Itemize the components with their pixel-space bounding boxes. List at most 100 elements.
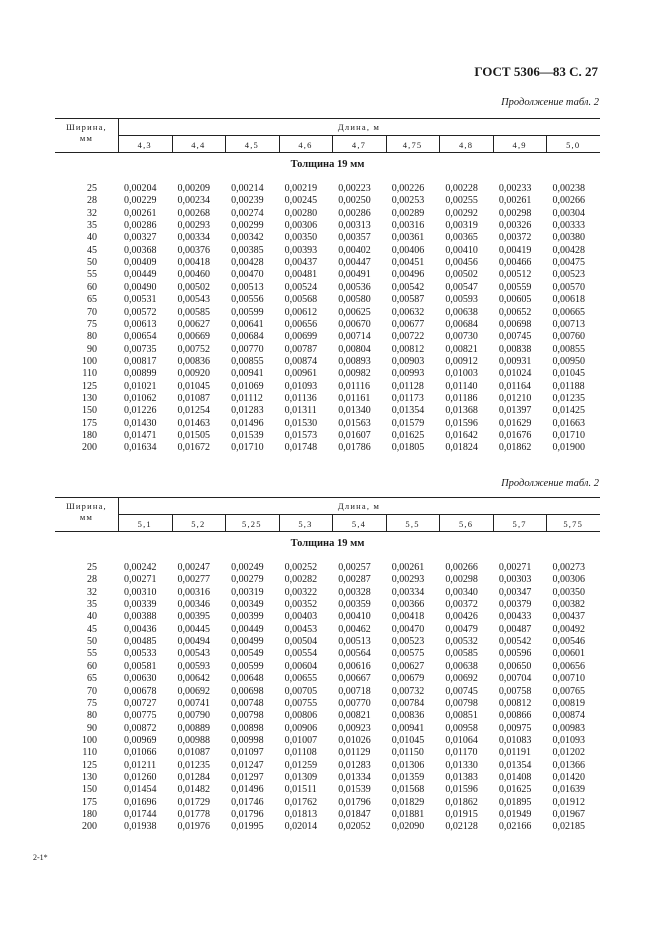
cell-value: 0,00969 (124, 734, 157, 746)
cell-value: 0,00618 (552, 294, 585, 306)
rule (225, 135, 226, 153)
column-header: 4,7 (351, 140, 367, 150)
cell-value: 0,00699 (284, 331, 318, 343)
cell-value: 0,00872 (124, 722, 157, 734)
cell-value: 0,00306 (284, 220, 318, 232)
cell-value: 0,00513 (231, 281, 264, 293)
cell-value: 0,00282 (284, 574, 318, 586)
cell-value: 0,01862 (498, 442, 532, 454)
cell-value: 0,02166 (498, 821, 532, 833)
column-header: 4,3 (137, 140, 152, 150)
cell-value: 0,00543 (177, 294, 211, 306)
cell-value: 0,01938 (124, 821, 157, 833)
cell-value: 0,01967 (552, 809, 585, 820)
cell-value: 0,01976 (177, 821, 211, 833)
cell-value: 0,00410 (338, 611, 371, 623)
row-width: 100 (82, 734, 97, 746)
cell-value: 0,01311 (284, 405, 317, 417)
rule (55, 497, 600, 498)
cell-value: 0,00368 (124, 244, 157, 256)
cell-value: 0,01829 (391, 796, 425, 808)
row-width: 65 (87, 294, 97, 306)
row-width: 50 (87, 636, 97, 648)
cell-value: 0,00585 (445, 648, 478, 660)
cell-value: 0,00656 (284, 318, 318, 330)
column-header: 4,9 (512, 140, 527, 150)
cell-value: 0,00334 (391, 586, 425, 598)
cell-value: 0,00491 (338, 269, 371, 281)
cell-value: 0,00492 (552, 623, 585, 635)
column-header: 5,25 (242, 519, 262, 529)
cell-value: 0,01511 (284, 784, 317, 796)
cell-value: 0,00838 (498, 343, 532, 355)
cell-value: 0,01824 (445, 442, 478, 454)
cell-value: 0,00718 (338, 685, 371, 697)
cell-value: 0,00812 (391, 343, 425, 355)
cell-value: 0,00670 (338, 318, 371, 330)
cell-value: 0,01129 (338, 747, 371, 759)
cell-value: 0,00409 (124, 257, 157, 269)
cell-value: 0,01097 (231, 747, 264, 759)
row-width: 25 (87, 562, 97, 573)
cell-value: 0,00402 (338, 244, 371, 256)
cell-value: 0,00898 (231, 722, 264, 734)
cell-value: 0,00462 (338, 623, 371, 635)
cell-value: 0,00572 (124, 306, 157, 318)
cell-value: 0,00669 (177, 331, 211, 343)
row-width: 55 (87, 648, 97, 660)
cell-value: 0,00698 (498, 318, 532, 330)
cell-value: 0,01425 (552, 405, 585, 417)
row-width: 90 (87, 343, 97, 355)
row-header: мм (79, 512, 94, 522)
cell-value: 0,00209 (177, 183, 211, 194)
cell-value: 0,00479 (445, 623, 478, 635)
cell-value: 0,00536 (338, 281, 371, 293)
row-width: 32 (87, 207, 97, 219)
cell-value: 0,01334 (338, 771, 371, 783)
cell-value: 0,00692 (445, 673, 478, 685)
row-width: 80 (87, 331, 97, 343)
cell-value: 0,01093 (284, 380, 318, 392)
cell-value: 0,01024 (498, 368, 532, 380)
cell-value: 0,00293 (177, 220, 211, 232)
cell-value: 0,01625 (391, 430, 425, 441)
cell-value: 0,00920 (177, 368, 211, 380)
cell-value: 0,00564 (338, 648, 371, 660)
cell-value: 0,00385 (231, 244, 264, 256)
cell-value: 0,00710 (552, 673, 585, 685)
cell-value: 0,00812 (498, 697, 532, 709)
cell-value: 0,00372 (498, 232, 532, 244)
cell-value: 0,00475 (552, 257, 585, 269)
cell-value: 0,01235 (552, 392, 585, 404)
cell-value: 0,00502 (445, 269, 478, 281)
row-width: 75 (87, 318, 97, 330)
row-header: Ширина, (66, 122, 107, 132)
row-width: 180 (82, 430, 97, 441)
cell-value: 0,00983 (552, 722, 585, 734)
cell-value: 0,00349 (231, 599, 264, 611)
cell-value: 0,00982 (338, 368, 371, 380)
cell-value: 0,00445 (177, 623, 211, 635)
cell-value: 0,00261 (391, 562, 425, 573)
cell-value: 0,01663 (552, 417, 585, 429)
cell-value: 0,02128 (445, 821, 478, 833)
cell-value: 0,00226 (391, 183, 425, 194)
cell-value: 0,01330 (445, 759, 478, 771)
cell-value: 0,01579 (391, 417, 425, 429)
row-width: 150 (82, 405, 97, 417)
row-width: 28 (87, 574, 97, 586)
cell-value: 0,00612 (284, 306, 318, 318)
row-width: 100 (82, 355, 97, 367)
cell-value: 0,00559 (498, 281, 532, 293)
cell-value: 0,01368 (445, 405, 478, 417)
rule (118, 497, 119, 532)
cell-value: 0,00599 (231, 306, 264, 318)
cell-value: 0,00306 (552, 574, 585, 586)
cell-value: 0,00667 (338, 673, 371, 685)
cell-value: 0,00266 (445, 562, 478, 573)
cell-value: 0,01912 (552, 796, 585, 808)
cell-value: 0,01164 (498, 380, 532, 392)
cell-value: 0,01397 (498, 405, 532, 417)
cell-value: 0,00806 (284, 710, 318, 722)
cell-value: 0,00352 (284, 599, 318, 611)
